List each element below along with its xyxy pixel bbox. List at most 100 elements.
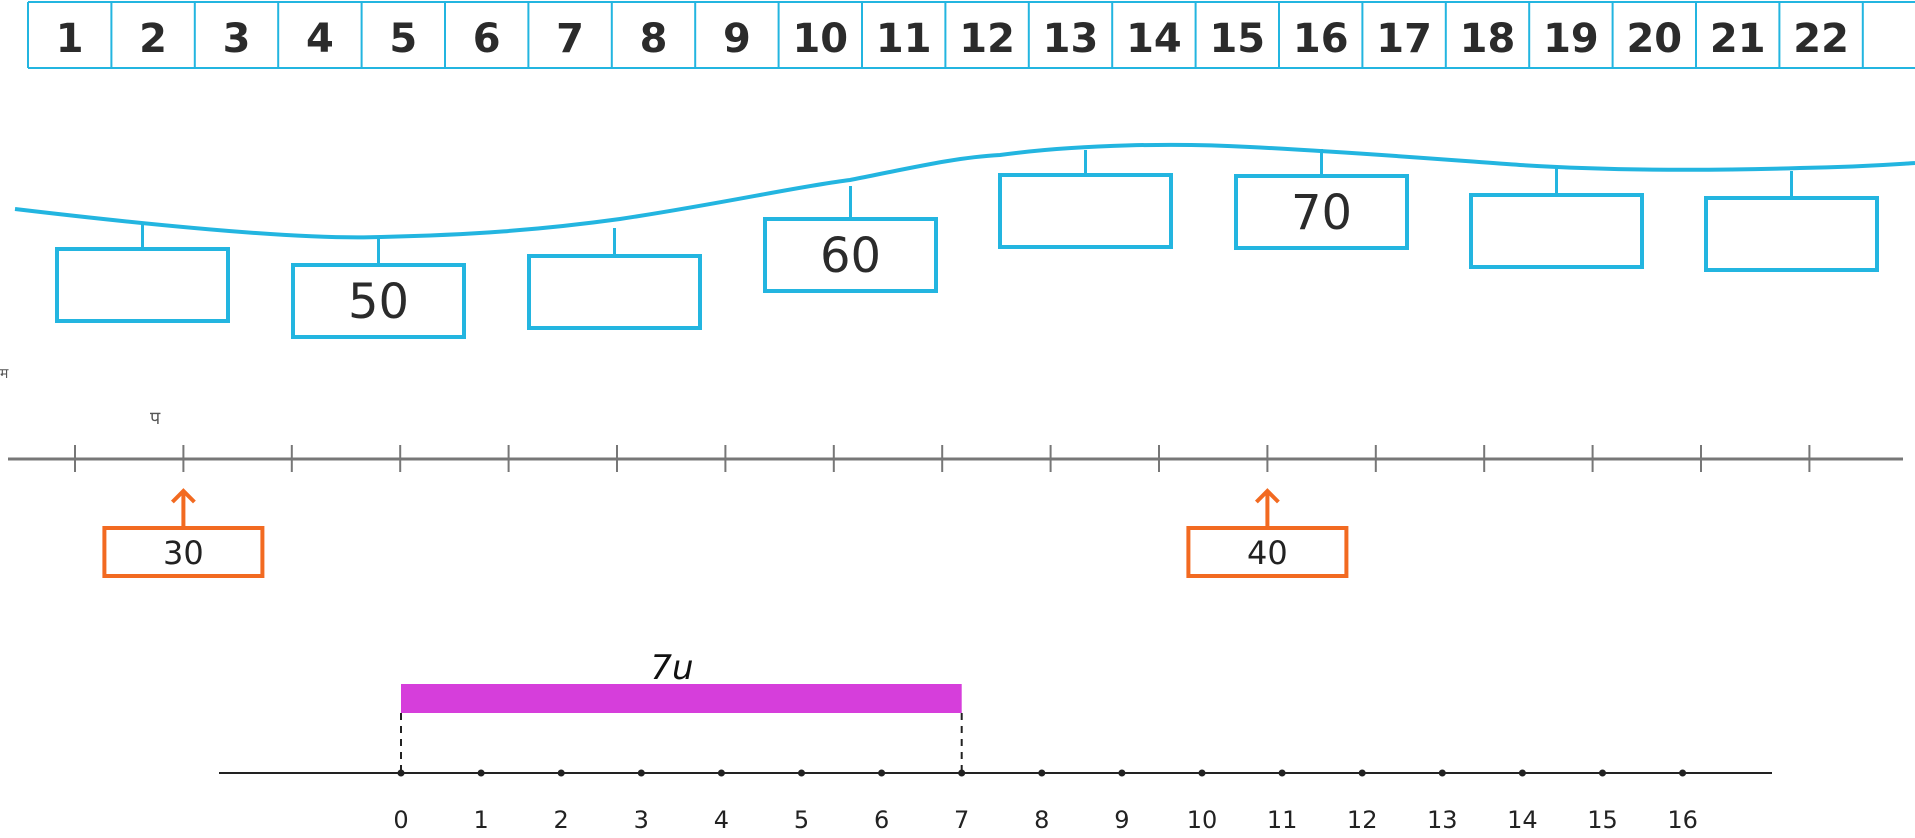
- cell-number: 1: [56, 16, 84, 62]
- number-cell: 20: [1611, 2, 1682, 68]
- cell-number: 22: [1793, 16, 1849, 62]
- cell-number: 20: [1626, 16, 1682, 62]
- dot-label: 3: [634, 806, 649, 834]
- cell-number: 10: [792, 16, 848, 62]
- cell-number: 2: [139, 16, 167, 62]
- dot-mark: [1358, 769, 1366, 777]
- wave-box: [1469, 167, 1644, 269]
- wave-number-line: 50 60 70: [14, 142, 1915, 339]
- cell-number: 16: [1293, 16, 1349, 62]
- top-mark-text: प: [150, 408, 161, 429]
- number-cell: 14: [1111, 2, 1182, 68]
- cell-number: 6: [473, 16, 501, 62]
- dot-mark: [958, 769, 966, 777]
- cell-number: 13: [1043, 16, 1099, 62]
- number-cell: 2: [110, 2, 167, 68]
- wave-box: [55, 222, 230, 323]
- dot-label: 5: [794, 806, 809, 834]
- cell-number: 9: [723, 16, 751, 62]
- wave-curve: [14, 142, 1915, 240]
- box-value: 70: [1291, 185, 1352, 241]
- dot-mark: [1278, 769, 1286, 777]
- dot-label: 11: [1267, 806, 1298, 834]
- callout-value: 30: [163, 534, 204, 572]
- dot-mark: [477, 769, 485, 777]
- dot-label: 12: [1347, 806, 1378, 834]
- dot-label: 8: [1034, 806, 1049, 834]
- dot-label: 13: [1427, 806, 1458, 834]
- number-cell: 4: [277, 2, 334, 68]
- dot-label: 15: [1587, 806, 1618, 834]
- cell-number: 21: [1710, 16, 1766, 62]
- box-value: 50: [348, 274, 409, 330]
- dot-mark: [1038, 769, 1046, 777]
- dot-label: 1: [473, 806, 488, 834]
- segment-label: 7u: [650, 648, 693, 688]
- number-cell: 17: [1361, 2, 1432, 68]
- number-cell: 15: [1194, 2, 1265, 68]
- dot-mark: [637, 769, 645, 777]
- box-frame: [291, 263, 466, 339]
- box-frame: [1234, 174, 1409, 250]
- dot-mark: [798, 769, 805, 777]
- dot-mark: [1118, 769, 1126, 777]
- wave-box: 50: [291, 238, 466, 339]
- number-cell: 16: [1278, 2, 1349, 68]
- dot-label: 14: [1507, 806, 1538, 834]
- dot-mark: [717, 769, 725, 777]
- number-cell: 19: [1528, 2, 1599, 68]
- dot-label: 0: [393, 806, 408, 834]
- number-cell: 8: [610, 2, 668, 68]
- cell-number: 14: [1126, 16, 1182, 62]
- dot-label: 10: [1187, 806, 1218, 834]
- cell-number: 4: [306, 16, 334, 62]
- tick-number-line: म प 30 40: [0, 366, 1903, 578]
- number-cell: 21: [1695, 2, 1766, 68]
- number-cell: 11: [861, 2, 932, 68]
- callout: 30: [102, 488, 265, 578]
- box-frame: [998, 173, 1173, 249]
- number-cell: 7: [527, 2, 584, 68]
- callout-box: [102, 526, 265, 578]
- dot-label: 4: [714, 806, 729, 834]
- dot-mark: [1599, 769, 1606, 777]
- number-cell: 6: [444, 2, 501, 68]
- wave-box: [1704, 171, 1879, 272]
- wave-box: 60: [763, 186, 938, 293]
- box-frame: [1469, 193, 1644, 269]
- callout: 40: [1186, 488, 1349, 578]
- wave-box: 70: [1234, 149, 1409, 250]
- cell-number: 19: [1543, 16, 1599, 62]
- cell-number: 5: [389, 16, 417, 62]
- dot-label: 2: [554, 806, 569, 834]
- box-frame: [527, 254, 702, 330]
- number-cell: 12: [944, 2, 1015, 68]
- dot-number-line: 7u 0 1 2 3 4 5 6 7 8 9 10 11 12 13 14 15 16: [219, 648, 1772, 834]
- number-cell: 22: [1778, 2, 1849, 68]
- dot-label: 7: [954, 806, 969, 834]
- callout-arrow-head: [170, 488, 196, 504]
- box-frame: [55, 247, 230, 323]
- wave-box: [998, 150, 1173, 249]
- number-cell: 18: [1444, 2, 1515, 68]
- dot-mark: [397, 769, 405, 777]
- dot-mark: [1438, 769, 1446, 777]
- dot-mark: [1518, 769, 1526, 777]
- dot-mark: [557, 769, 565, 777]
- wave-box: [527, 228, 702, 330]
- number-cell: 9: [694, 2, 751, 68]
- cell-number: 8: [640, 16, 668, 62]
- dot-label: 9: [1114, 806, 1129, 834]
- callout-value: 40: [1247, 534, 1288, 572]
- number-strip: 1 2 3 4 5 6 7 8 9 10 11 12 13 14 15 16 17 18 19 20 21 22: [27, 1, 1915, 69]
- segment-bar: [401, 684, 962, 713]
- number-cell: 3: [193, 2, 251, 68]
- dot-mark: [1198, 769, 1206, 777]
- cell-number: 3: [223, 16, 251, 62]
- dot-mark: [1679, 769, 1687, 777]
- number-cell: 1: [27, 2, 84, 68]
- callout-box: [1186, 526, 1349, 578]
- number-cell: 5: [360, 2, 417, 68]
- cell-number: 12: [959, 16, 1015, 62]
